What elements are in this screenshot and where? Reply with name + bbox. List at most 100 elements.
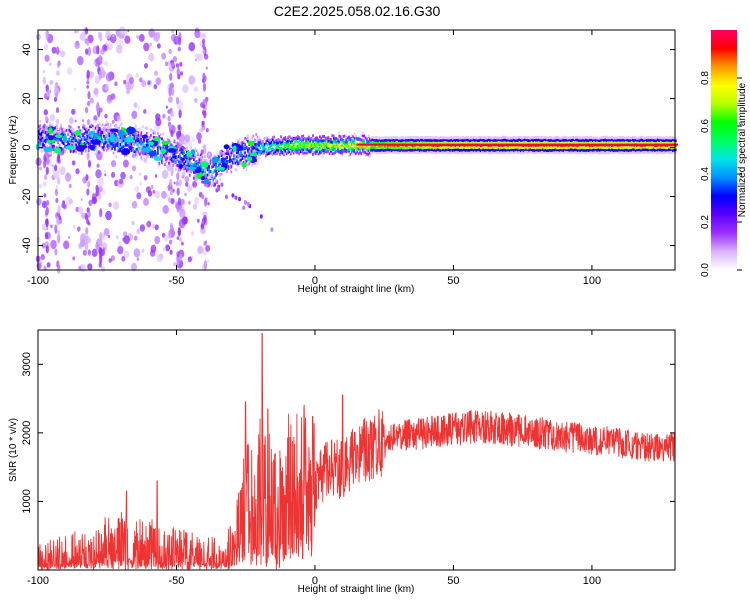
spectrogram-streak — [42, 76, 47, 85]
spectrogram-cell — [600, 148, 602, 152]
spectrogram-cell — [397, 139, 400, 142]
spectrogram-cell — [553, 139, 555, 142]
spectrogram-cell — [640, 135, 643, 139]
spectrogram-cell — [600, 141, 602, 144]
spectrogram-cell — [309, 137, 312, 141]
spectrogram-cell — [403, 146, 406, 150]
spectrogram-cell — [241, 154, 244, 158]
spectrogram-cell — [350, 150, 353, 154]
spectrogram-streak — [99, 247, 103, 257]
spectrogram-cell — [422, 146, 425, 150]
spectrogram-cell — [510, 136, 512, 140]
spectrogram-cell — [500, 148, 503, 152]
spectrogram-cell — [363, 145, 366, 149]
spectrogram-cell — [103, 144, 105, 147]
spectrogram-cell — [555, 140, 558, 144]
spectrogram-cell — [422, 149, 425, 152]
spectrogram-cell — [385, 140, 388, 144]
spectrogram-cell — [176, 148, 179, 152]
spectrogram-cell — [497, 141, 500, 144]
spectrogram-cell — [537, 141, 540, 144]
spectrogram-cell — [143, 138, 145, 142]
spectrogram-speckle — [194, 29, 201, 39]
spectrogram-cell — [406, 150, 409, 154]
spectrogram-cell — [619, 138, 622, 142]
spectrogram-streak — [54, 188, 59, 196]
spectrogram-cell — [374, 149, 377, 152]
spectrogram-cell — [247, 139, 249, 143]
spectrogram-cell — [550, 136, 553, 140]
spectrogram-streak — [46, 200, 50, 206]
spectrogram-cell — [384, 139, 386, 142]
spectrogram-cell — [464, 141, 467, 145]
spectrogram-cell — [188, 162, 191, 166]
spectrogram-cell — [632, 150, 634, 154]
spectrogram-cell — [411, 148, 414, 152]
spectrogram-cell — [194, 163, 197, 167]
spectrogram-cell — [108, 140, 111, 143]
spectrogram-cell — [604, 145, 607, 149]
spectrogram-cell — [522, 136, 525, 140]
spectrogram-cell — [501, 151, 504, 155]
spectrogram-speckle — [136, 228, 141, 234]
spectrogram-streak — [45, 85, 49, 90]
spectrogram-cell — [136, 139, 138, 143]
spectrogram-tail — [225, 194, 228, 199]
spectrogram-cell — [598, 145, 601, 149]
spectrogram-speckle — [75, 168, 80, 175]
spectrogram-cell — [328, 137, 331, 141]
spectrogram-cell — [506, 148, 508, 152]
spectrogram-cell — [62, 142, 65, 146]
spectrogram-cell — [511, 150, 514, 154]
spectrogram-cell — [352, 147, 354, 151]
spectrogram-cell — [183, 141, 186, 145]
spectrogram-speckle — [206, 259, 210, 263]
spectrogram-cell — [132, 142, 134, 146]
spectrogram-cell — [496, 148, 499, 152]
spectrogram-cell — [651, 145, 654, 149]
spectrogram-cell — [194, 154, 197, 158]
spectrogram-cell — [417, 151, 420, 155]
spectrogram-cell — [481, 148, 483, 151]
spectrogram-cell — [619, 148, 622, 152]
spectrogram-cell — [482, 145, 485, 149]
spectrogram-cell — [604, 151, 607, 155]
spectrogram-cell — [154, 131, 156, 135]
spectrogram-cell — [492, 151, 494, 155]
spectrogram-cell — [280, 146, 282, 150]
spectrogram-blob — [148, 150, 157, 157]
spectrogram-cell — [533, 136, 536, 139]
spectrogram-cell — [381, 139, 384, 142]
spectrogram-cell — [223, 152, 226, 156]
spectrogram-cell — [457, 151, 460, 155]
spectrogram-cell — [364, 151, 367, 154]
spectrogram-cell — [415, 139, 418, 142]
spectrogram-cell — [537, 149, 540, 152]
spectrogram-core — [409, 143, 413, 146]
spectrogram-cell — [103, 127, 105, 130]
spectrogram-cell — [598, 148, 601, 152]
spectrogram-cell — [464, 138, 467, 142]
spectrogram-cell — [307, 145, 310, 148]
spectrogram-cell — [618, 148, 620, 152]
spectrogram-cell — [276, 139, 278, 142]
spectrogram-cell — [123, 135, 126, 138]
spectrogram-core — [622, 143, 626, 146]
spectrogram-cell — [51, 144, 54, 148]
spectrogram-streak — [176, 172, 180, 181]
spectrogram-cell — [191, 154, 194, 158]
spectrogram-cell — [140, 131, 143, 135]
spectrogram-cell — [350, 134, 353, 138]
spectrogram-cell — [263, 142, 266, 146]
spectrogram-cell — [361, 145, 364, 149]
spectrogram-cell — [456, 148, 458, 151]
spectrogram-speckle — [41, 200, 48, 209]
colorbar-tick-label: 0.8 — [700, 71, 711, 85]
spectrogram-cell — [324, 138, 327, 142]
spectrogram-cell — [273, 142, 276, 146]
spectrogram-cell — [328, 141, 331, 145]
spectrogram-cell — [433, 151, 436, 155]
spectrogram-cell — [43, 136, 46, 140]
spectrogram-cell — [458, 141, 461, 144]
spectrogram-cell — [632, 136, 634, 139]
